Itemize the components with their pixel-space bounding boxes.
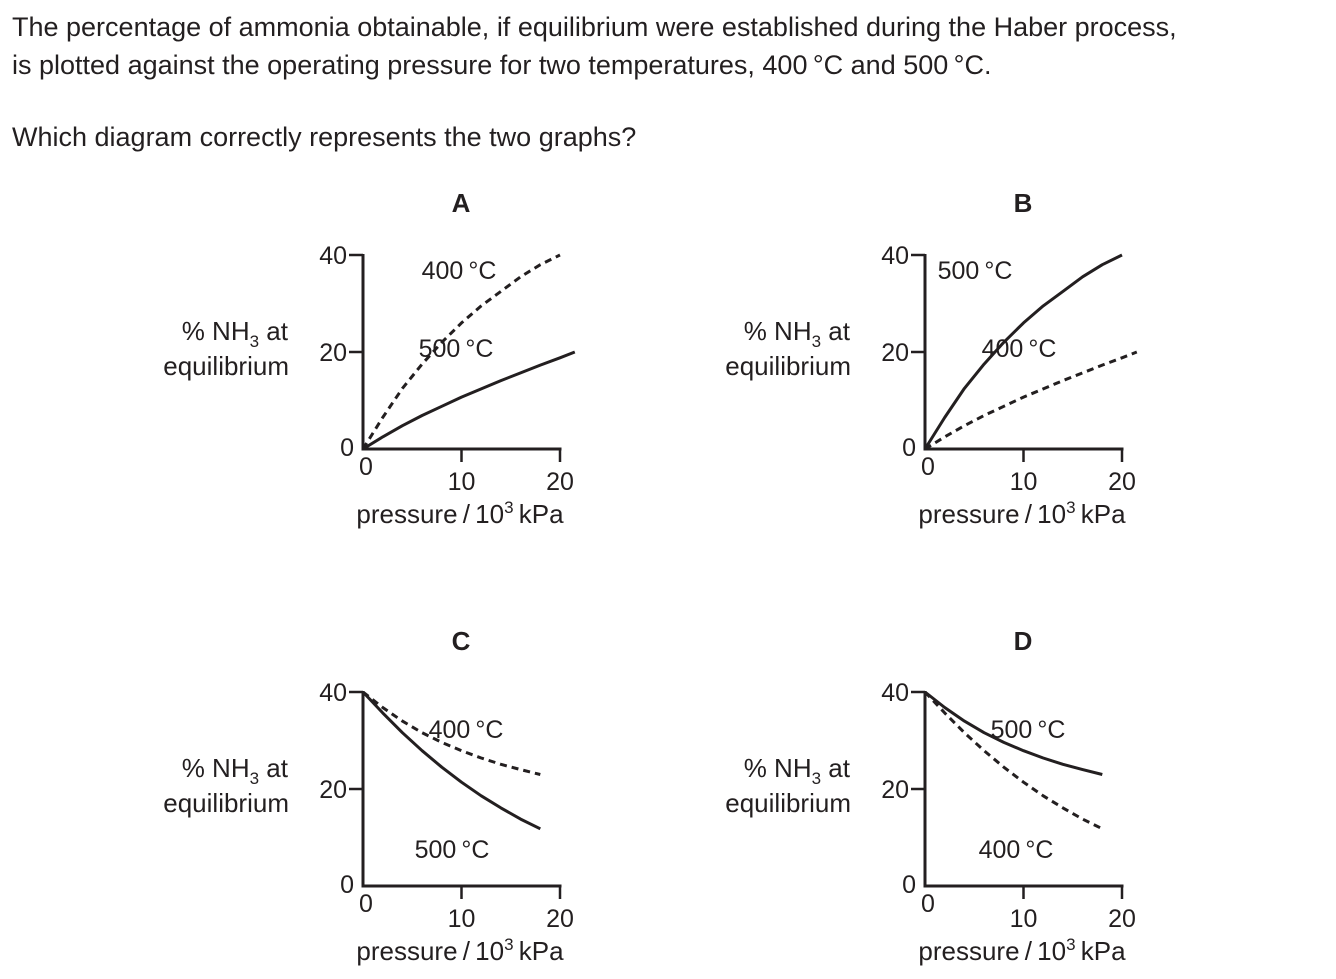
x-tick-label: 10 (448, 468, 476, 496)
curve-500c (361, 690, 541, 831)
y-tick-label: 0 (340, 871, 354, 899)
series-label-400c: 400 °C (979, 836, 1054, 864)
curve-500c (923, 253, 1123, 450)
y-tick-label: 20 (881, 339, 909, 367)
curve-500c (362, 350, 576, 451)
curve-400c (924, 350, 1138, 451)
question-prompt: Which diagram correctly represents the t… (12, 122, 637, 152)
x-tick-label: 0 (359, 453, 373, 481)
series-label-500c: 500 °C (419, 335, 494, 363)
series-label-400c: 400 °C (982, 335, 1057, 363)
y-axis-label: % NH3 at (744, 753, 851, 788)
y-axis-label: % NH3 at (182, 753, 289, 788)
series-label-500c: 500 °C (415, 836, 490, 864)
y-axis-label: % NH3 at (182, 316, 289, 351)
y-tick-label: 40 (881, 679, 909, 707)
series-label-400c: 400 °C (422, 257, 497, 285)
y-axis-label: % NH3 at (744, 316, 851, 351)
x-tick-label: 20 (546, 468, 574, 496)
y-tick-label: 0 (902, 871, 916, 899)
y-tick-label: 0 (340, 434, 354, 462)
curve-400c (923, 690, 1103, 831)
y-tick-label: 20 (319, 339, 347, 367)
curve-400c (361, 253, 561, 450)
series-label-500c: 500 °C (938, 257, 1013, 285)
x-tick-label: 20 (1108, 468, 1136, 496)
x-tick-label: 10 (1010, 905, 1038, 933)
x-tick-label: 20 (546, 905, 574, 933)
option-label-c: C (452, 626, 471, 656)
question-text: The percentage of ammonia obtainable, if… (12, 8, 1332, 156)
y-tick-label: 40 (319, 679, 347, 707)
x-axis-label: pressure / 103 kPa (918, 498, 1126, 529)
y-tick-label: 40 (319, 242, 347, 270)
question-line-2: is plotted against the operating pressur… (12, 50, 992, 80)
x-tick-label: 0 (921, 890, 935, 918)
curve-500c (924, 690, 1103, 776)
x-tick-label: 0 (921, 453, 935, 481)
x-axis-label: pressure / 103 kPa (918, 935, 1126, 966)
y-axis-label-line2: equilibrium (725, 351, 851, 381)
x-tick-label: 10 (1010, 468, 1038, 496)
option-label-b: B (1014, 188, 1033, 218)
y-axis-label-line2: equilibrium (163, 351, 289, 381)
y-tick-label: 40 (881, 242, 909, 270)
x-tick-label: 10 (448, 905, 476, 933)
y-axis-label-line2: equilibrium (163, 788, 289, 818)
x-tick-label: 20 (1108, 905, 1136, 933)
question-line-1: The percentage of ammonia obtainable, if… (12, 12, 1177, 42)
x-tick-label: 0 (359, 890, 373, 918)
series-label-400c: 400 °C (429, 716, 504, 744)
x-axis-label: pressure / 103 kPa (356, 935, 564, 966)
curve-400c (362, 690, 541, 776)
option-label-a: A (452, 188, 471, 218)
y-tick-label: 0 (902, 434, 916, 462)
y-tick-label: 20 (319, 776, 347, 804)
option-label-d: D (1014, 626, 1033, 656)
y-tick-label: 20 (881, 776, 909, 804)
y-axis-label-line2: equilibrium (725, 788, 851, 818)
series-label-500c: 500 °C (991, 716, 1066, 744)
x-axis-label: pressure / 103 kPa (356, 498, 564, 529)
